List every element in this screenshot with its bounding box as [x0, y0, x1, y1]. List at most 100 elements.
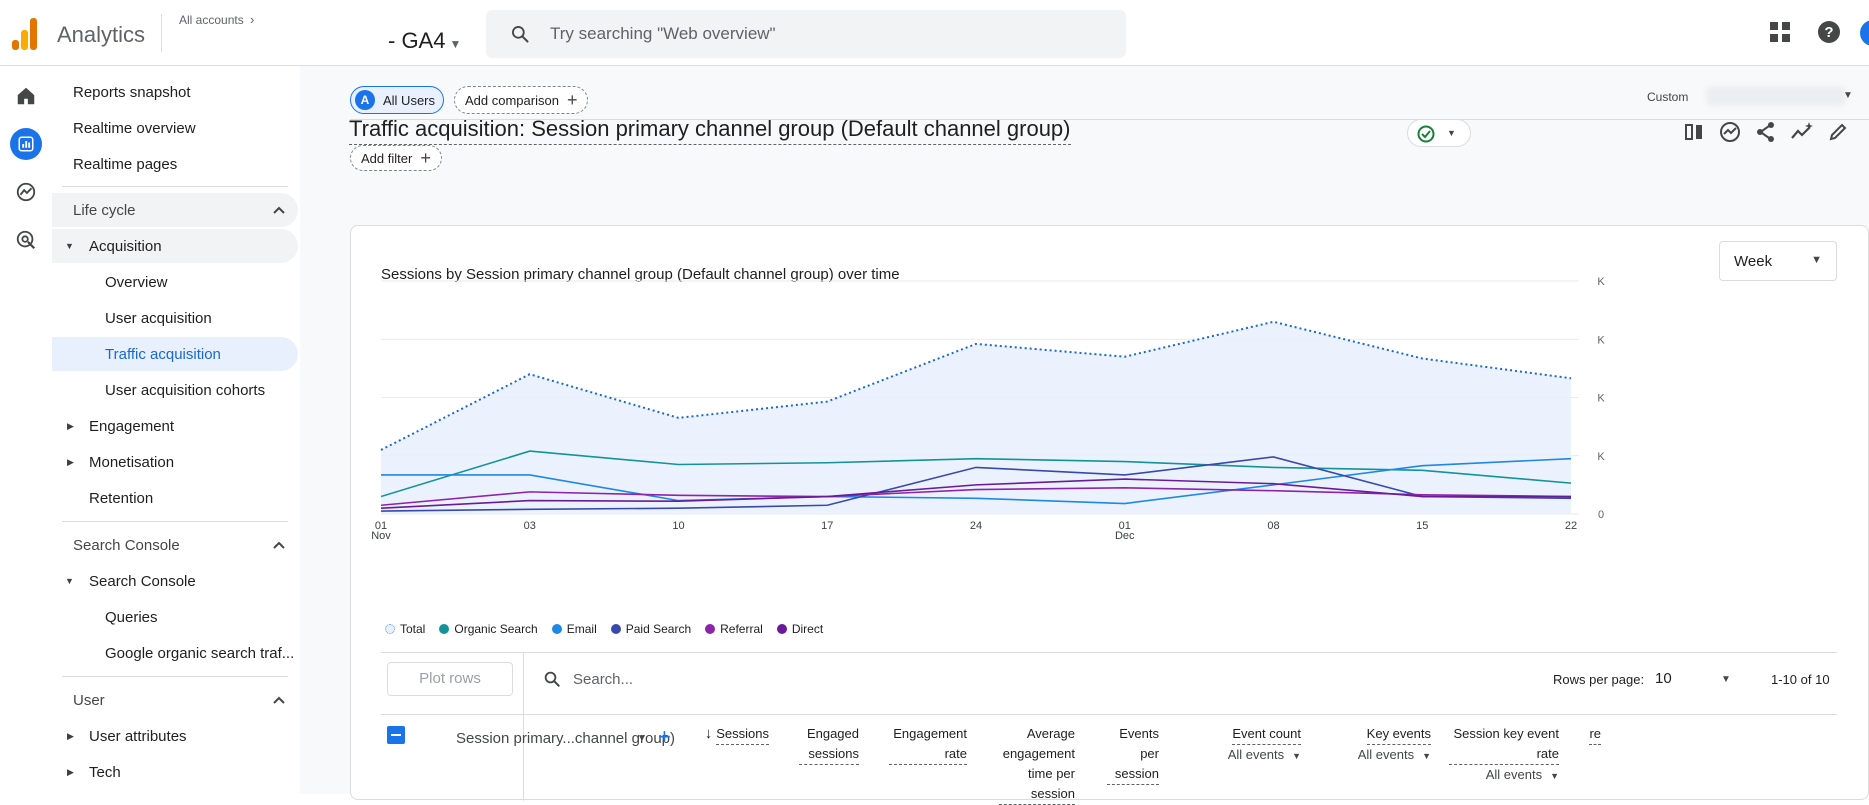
share-icon[interactable]: [1752, 118, 1780, 146]
help-icon[interactable]: ?: [1817, 20, 1841, 44]
column-title[interactable]: Events per session: [1107, 724, 1159, 785]
analytics-logo-icon[interactable]: [12, 18, 38, 50]
nav-label[interactable]: Search Console: [89, 572, 196, 590]
nav-realtime-overview[interactable]: Realtime overview: [52, 111, 298, 145]
property-selector[interactable]: - GA4 ▼: [388, 28, 461, 54]
add-dimension-plus-icon[interactable]: +: [658, 724, 671, 749]
compare-columns-icon[interactable]: [1680, 118, 1708, 146]
column-title[interactable]: Sessions: [716, 724, 769, 745]
legend-item[interactable]: Paid Search: [610, 622, 692, 636]
event-filter-value[interactable]: All events: [1357, 747, 1415, 762]
nav-label[interactable]: Queries: [105, 608, 158, 626]
column-header-avg-engagement-time[interactable]: Average engagement time per session: [999, 724, 1075, 805]
event-filter-select[interactable]: All events ▼: [1449, 765, 1559, 786]
caret-down-icon[interactable]: ▼: [637, 733, 647, 744]
legend-item[interactable]: Total: [385, 622, 425, 636]
column-header-events-per-session[interactable]: Events per session: [1107, 724, 1159, 785]
trend-sparkle-icon[interactable]: [1788, 118, 1816, 146]
column-header-event-count[interactable]: Event count All events ▼: [1191, 724, 1301, 766]
nav-traffic-acquisition[interactable]: Traffic acquisition: [52, 337, 298, 371]
column-header-session-key-event-rate[interactable]: Session key event rate All events ▼: [1449, 724, 1559, 786]
advertising-icon[interactable]: [10, 224, 42, 256]
search-placeholder[interactable]: Try searching "Web overview": [550, 24, 776, 43]
date-range-value[interactable]: [1706, 86, 1846, 106]
global-search-bar[interactable]: Try searching "Web overview": [486, 10, 1126, 58]
add-comparison-label[interactable]: Add comparison: [465, 92, 559, 108]
add-comparison-button[interactable]: Add comparison +: [454, 86, 589, 114]
home-icon[interactable]: [10, 80, 42, 112]
granularity-select[interactable]: Week ▼: [1719, 241, 1837, 281]
legend-item[interactable]: Direct: [776, 622, 824, 636]
nav-label[interactable]: Realtime pages: [73, 155, 178, 173]
account-avatar[interactable]: [1860, 20, 1869, 46]
nav-label[interactable]: User acquisition: [105, 309, 212, 327]
property-name[interactable]: - GA4: [388, 28, 446, 53]
nav-label[interactable]: Traffic acquisition: [105, 345, 221, 363]
nav-section-user[interactable]: User: [52, 683, 298, 717]
nav-realtime-pages[interactable]: Realtime pages: [52, 147, 298, 181]
column-title[interactable]: Average engagement time per session: [999, 724, 1075, 805]
column-header-sessions[interactable]: ↓ Sessions: [701, 724, 769, 745]
table-search-input[interactable]: Search...: [543, 670, 633, 692]
all-accounts-link[interactable]: All accounts ›: [179, 12, 254, 27]
all-accounts-label[interactable]: All accounts: [179, 13, 244, 27]
caret-down-icon[interactable]: ▼: [1721, 674, 1731, 685]
column-header-key-events[interactable]: Key events All events ▼: [1321, 724, 1431, 766]
edit-pencil-icon[interactable]: [1824, 118, 1852, 146]
column-title[interactable]: Session key event rate: [1449, 724, 1559, 765]
reports-icon[interactable]: [10, 128, 42, 160]
nav-label[interactable]: Google organic search traf...: [105, 644, 295, 662]
insights-icon[interactable]: [1716, 118, 1744, 146]
nav-acquisition-overview[interactable]: Overview: [52, 265, 298, 299]
legend-label[interactable]: Direct: [791, 622, 824, 636]
event-filter-select[interactable]: All events ▼: [1191, 745, 1301, 766]
report-title[interactable]: Traffic acquisition: Session primary cha…: [349, 116, 1071, 145]
nav-label[interactable]: Realtime overview: [73, 119, 196, 137]
nav-label[interactable]: Engagement: [89, 417, 175, 435]
nav-label[interactable]: User acquisition cohorts: [105, 381, 266, 399]
legend-item[interactable]: Email: [551, 622, 597, 636]
all-users-label[interactable]: All Users: [383, 92, 436, 108]
column-title[interactable]: Key events: [1366, 724, 1431, 745]
legend-label[interactable]: Paid Search: [625, 622, 692, 636]
section-label[interactable]: User: [73, 691, 105, 709]
legend-item[interactable]: Referral: [705, 622, 763, 636]
nav-monetisation[interactable]: ▶ Monetisation: [52, 445, 298, 479]
nav-retention[interactable]: Retention: [52, 481, 298, 515]
granularity-value[interactable]: Week: [1734, 253, 1773, 270]
event-filter-value[interactable]: All events: [1485, 767, 1543, 782]
dimension-column-header[interactable]: Session primary...channel group): [456, 730, 675, 747]
column-header-truncated[interactable]: re: [1581, 724, 1601, 745]
nav-label[interactable]: Overview: [105, 273, 168, 291]
nav-tech[interactable]: ▶ Tech: [52, 755, 298, 789]
nav-label[interactable]: Tech: [89, 763, 121, 781]
nav-engagement[interactable]: ▶ Engagement: [52, 409, 298, 443]
column-title[interactable]: re: [1589, 724, 1601, 745]
nav-user-acquisition[interactable]: User acquisition: [52, 301, 298, 335]
nav-label[interactable]: User attributes: [89, 727, 187, 745]
nav-label[interactable]: Monetisation: [89, 453, 175, 471]
date-range-caret-icon[interactable]: ▼: [1843, 90, 1853, 101]
legend-label[interactable]: Total: [400, 622, 426, 636]
all-users-chip[interactable]: A All Users: [350, 86, 444, 114]
legend-label[interactable]: Organic Search: [454, 622, 538, 636]
explore-icon[interactable]: [10, 176, 42, 208]
nav-section-search-console[interactable]: Search Console: [52, 528, 298, 562]
column-title[interactable]: Engagement rate: [889, 724, 967, 765]
column-title[interactable]: Event count: [1232, 724, 1301, 745]
plot-rows-button[interactable]: Plot rows: [387, 662, 513, 696]
nav-label[interactable]: Retention: [89, 489, 154, 507]
report-status-chip[interactable]: ▼: [1407, 119, 1471, 147]
nav-section-life-cycle[interactable]: Life cycle: [52, 193, 298, 227]
table-search-placeholder[interactable]: Search...: [573, 671, 634, 688]
app-name[interactable]: Analytics: [57, 22, 146, 47]
nav-user-acquisition-cohorts[interactable]: User acquisition cohorts: [52, 373, 298, 407]
nav-user-attributes[interactable]: ▶ User attributes: [52, 719, 298, 753]
apps-grid-icon[interactable]: [1768, 20, 1792, 44]
select-all-checkbox[interactable]: [387, 726, 405, 744]
event-filter-select[interactable]: All events ▼: [1321, 745, 1431, 766]
legend-label[interactable]: Referral: [720, 622, 763, 636]
event-filter-value[interactable]: All events: [1227, 747, 1285, 762]
nav-queries[interactable]: Queries: [52, 600, 298, 634]
nav-label[interactable]: Acquisition: [89, 237, 162, 255]
